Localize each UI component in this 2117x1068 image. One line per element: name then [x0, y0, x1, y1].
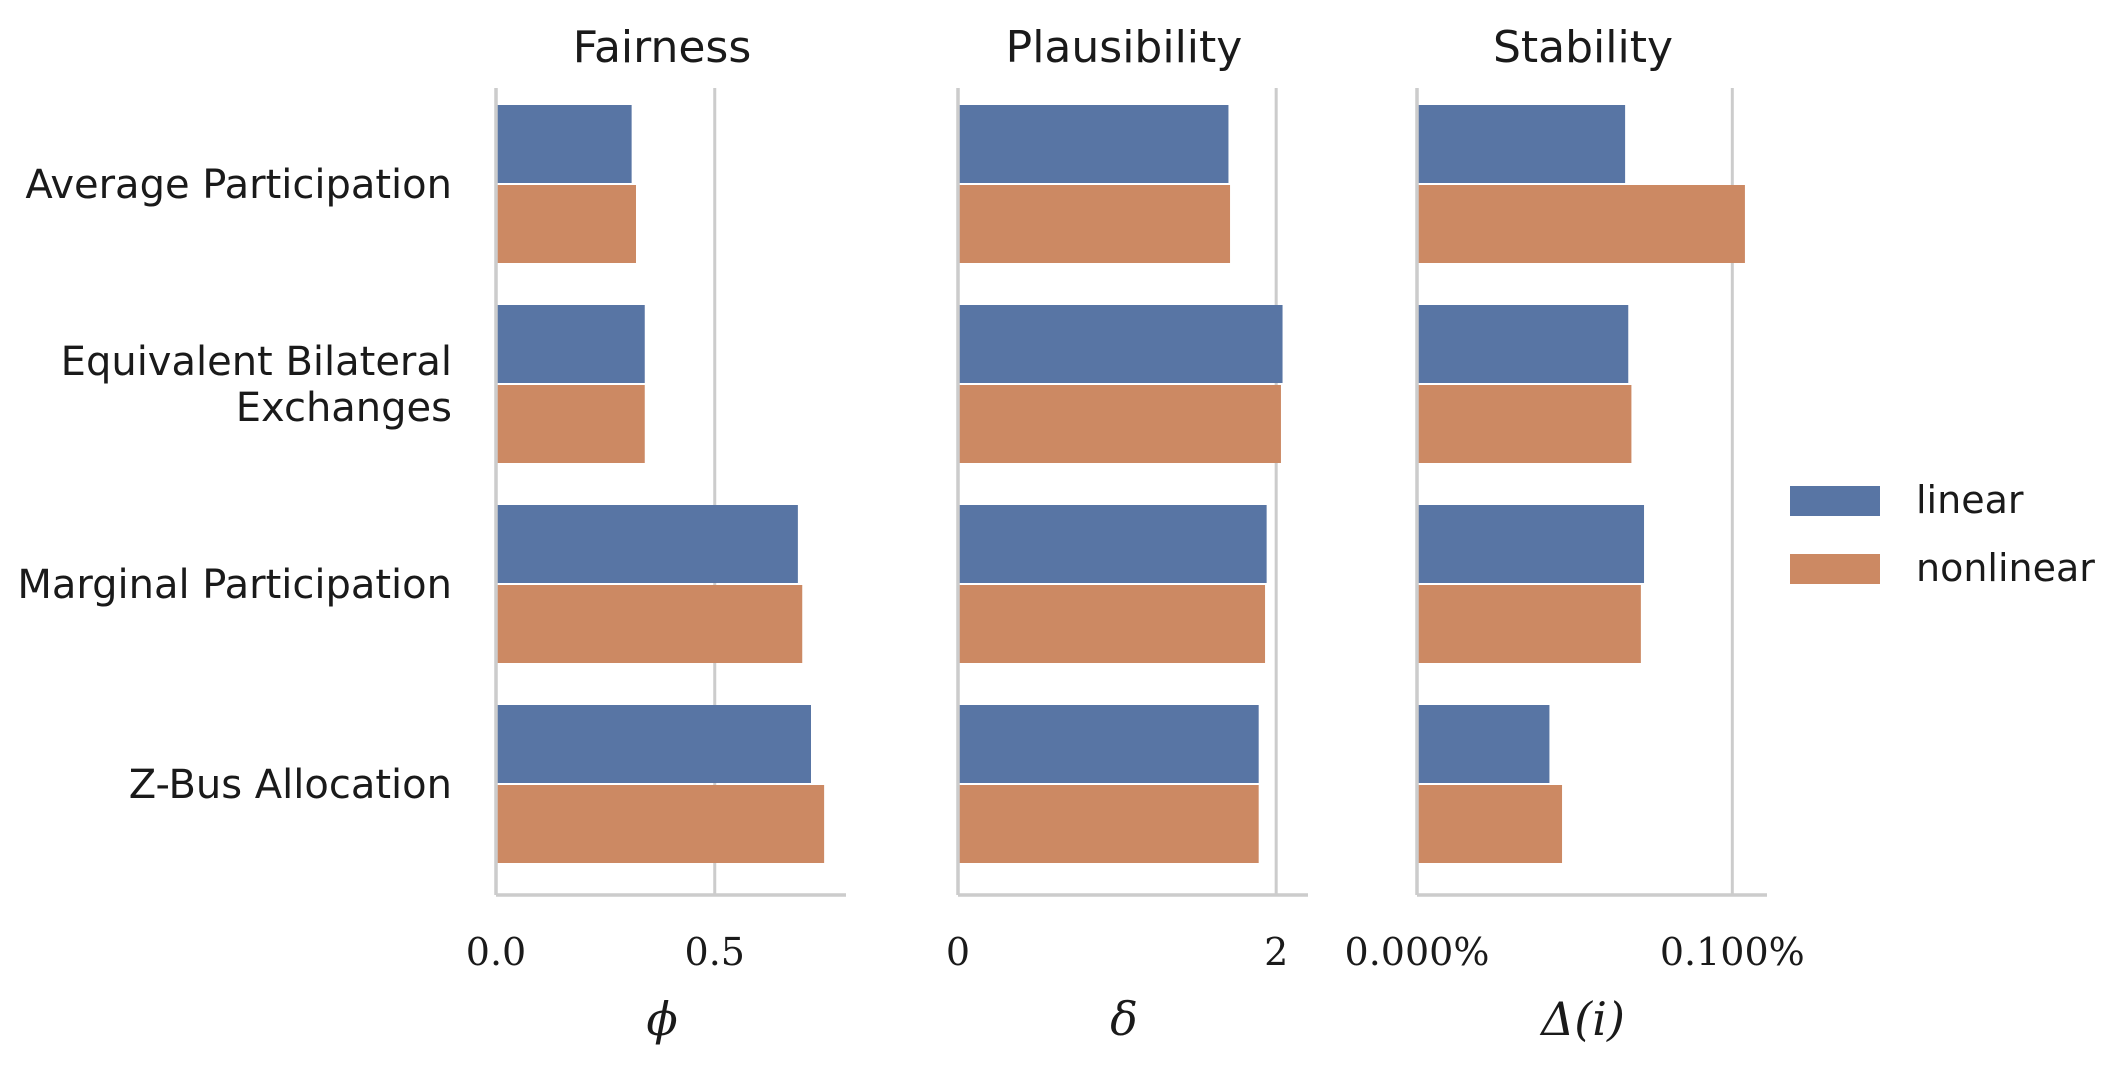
bar-linear	[958, 105, 1229, 183]
panel-title: Stability	[1493, 22, 1673, 73]
bar-linear	[496, 505, 798, 583]
legend-label-nonlinear: nonlinear	[1916, 546, 2095, 590]
x-tick-label: 0.0	[466, 930, 526, 974]
legend-swatch-linear	[1790, 486, 1880, 516]
category-label: Z-Bus Allocation	[129, 762, 452, 808]
category-label: Marginal Participation	[17, 562, 452, 608]
x-axis-label: δ	[1110, 992, 1138, 1046]
x-tick-label: 0.5	[685, 930, 745, 974]
panel-title: Plausibility	[1006, 22, 1243, 73]
bar-nonlinear	[496, 185, 636, 263]
bar-linear	[496, 305, 645, 383]
category-label: Equivalent Bilateral	[61, 339, 452, 385]
bar-linear	[958, 705, 1259, 783]
bar-nonlinear	[958, 785, 1259, 863]
bar-linear	[496, 105, 632, 183]
bar-nonlinear	[958, 585, 1266, 663]
bar-nonlinear	[1417, 585, 1641, 663]
x-tick-label: 0.100%	[1660, 930, 1805, 974]
bar-nonlinear	[1417, 785, 1563, 863]
bar-linear	[1417, 505, 1645, 583]
bar-nonlinear	[496, 385, 645, 463]
x-tick-label: 0	[946, 930, 970, 974]
bar-nonlinear	[1417, 185, 1745, 263]
bar-linear	[958, 305, 1283, 383]
legend-swatch-nonlinear	[1790, 554, 1880, 584]
bar-linear	[1417, 705, 1550, 783]
bar-linear	[958, 505, 1267, 583]
x-tick-label: 0.000%	[1345, 930, 1490, 974]
category-label: Exchanges	[236, 385, 452, 431]
category-label: Average Participation	[25, 162, 452, 208]
bar-nonlinear	[958, 385, 1281, 463]
bar-nonlinear	[496, 585, 803, 663]
bar-nonlinear	[1417, 385, 1632, 463]
bar-linear	[1417, 305, 1629, 383]
legend-label-linear: linear	[1916, 478, 2024, 522]
bar-linear	[496, 705, 811, 783]
x-axis-label: ϕ	[646, 992, 677, 1046]
bar-nonlinear	[958, 185, 1231, 263]
bar-nonlinear	[496, 785, 825, 863]
x-axis-label: Δ(i)	[1539, 992, 1625, 1046]
panel-title: Fairness	[573, 22, 752, 73]
bar-linear	[1417, 105, 1626, 183]
x-tick-label: 2	[1264, 930, 1288, 974]
